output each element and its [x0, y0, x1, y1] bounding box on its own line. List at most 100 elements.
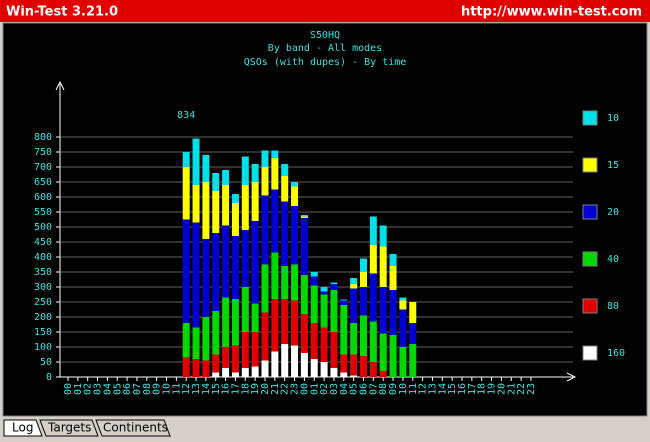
bar-segment — [330, 332, 338, 368]
bar-segment — [192, 222, 200, 328]
x-tick-label: 23 — [526, 383, 537, 395]
x-tick-label: 10 — [398, 383, 409, 395]
bar-segment — [222, 225, 230, 298]
title-bar — [0, 0, 650, 22]
bar-segment — [261, 312, 269, 361]
bar-segment — [202, 239, 210, 317]
bar-segment — [231, 345, 239, 373]
bar-segment — [231, 299, 239, 346]
bar-segment — [222, 170, 230, 185]
bar-segment — [222, 347, 230, 368]
bar-segment — [399, 309, 407, 347]
legend-label: 10 — [607, 113, 619, 124]
bar-segment — [271, 158, 279, 190]
tab[interactable] — [39, 419, 99, 437]
bar-segment — [192, 185, 200, 223]
x-tick-label: 21 — [270, 383, 281, 395]
bar-segment — [192, 327, 200, 359]
bar-segment — [300, 218, 308, 275]
x-tick-label: 01 — [73, 383, 84, 395]
bar-segment — [261, 167, 269, 196]
bar-segment — [330, 368, 338, 377]
x-tick-label: 21 — [506, 383, 517, 395]
bar-segment — [340, 372, 348, 377]
tab-label[interactable]: Continents — [103, 421, 168, 435]
bar-segment — [251, 164, 259, 182]
bar-segment — [389, 290, 397, 335]
legend-label: 15 — [607, 160, 619, 171]
y-tick-label: 800 — [34, 132, 52, 143]
bar-segment — [281, 201, 289, 266]
x-tick-label: 18 — [477, 383, 488, 395]
bar-segment — [281, 164, 289, 176]
bar-segment — [389, 266, 397, 290]
bar-segment — [212, 173, 220, 191]
bar-segment — [241, 230, 249, 287]
y-tick-label: 650 — [34, 177, 52, 188]
x-tick-label: 14 — [437, 383, 448, 395]
bar-segment — [182, 152, 190, 167]
tab-bar: Log Targets Continents — [3, 419, 171, 437]
bar-segment — [340, 300, 348, 305]
bar-segment — [231, 194, 239, 203]
bar-segment — [202, 155, 210, 182]
bar-segment — [350, 278, 358, 284]
x-tick-label: 00 — [299, 383, 310, 395]
bar-segment — [202, 317, 210, 361]
x-tick-label: 08 — [142, 383, 153, 395]
chart-subtitle: QSOs (with dupes) - By time — [244, 57, 407, 68]
bar-segment — [212, 191, 220, 233]
legend-swatch — [582, 204, 598, 220]
bar-segment — [360, 258, 367, 272]
y-tick-label: 400 — [34, 252, 52, 263]
x-tick-label: 11 — [171, 383, 182, 395]
x-tick-label: 09 — [152, 383, 163, 395]
bar-segment — [379, 287, 387, 334]
bar-segment — [281, 299, 289, 344]
bar-segment — [251, 182, 259, 221]
bar-segment — [241, 156, 249, 185]
x-tick-label: 09 — [388, 383, 399, 395]
y-tick-label: 550 — [34, 207, 52, 218]
bar-segment — [261, 360, 269, 377]
bar-segment — [281, 176, 289, 202]
x-tick-label: 02 — [83, 383, 94, 395]
bar-segment — [330, 284, 338, 290]
bar-segment — [192, 138, 200, 185]
bar-segment — [399, 297, 407, 301]
x-tick-label: 05 — [112, 383, 123, 395]
window-title: Win-Test 3.21.0 — [6, 5, 118, 20]
x-tick-label: 17 — [230, 383, 241, 395]
tab[interactable] — [95, 419, 171, 437]
x-tick-label: 04 — [339, 383, 350, 395]
y-tick-label: 300 — [34, 282, 52, 293]
bar-segment — [222, 185, 230, 226]
tab-label[interactable]: Targets — [47, 421, 91, 435]
bar-segment — [330, 282, 338, 284]
x-tick-label: 12 — [418, 383, 429, 395]
x-tick-label: 22 — [280, 383, 291, 395]
x-tick-label: 04 — [102, 383, 113, 395]
bar-segment — [281, 344, 289, 377]
x-tick-label: 02 — [319, 383, 330, 395]
x-tick-label: 18 — [240, 383, 251, 395]
bar-segment — [291, 206, 299, 265]
bar-segment — [192, 359, 200, 377]
x-tick-label: 13 — [427, 383, 438, 395]
bar-segment — [360, 272, 367, 287]
bar-segment — [212, 372, 220, 377]
y-tick-label: 500 — [34, 222, 52, 233]
bar-segment — [291, 300, 299, 346]
tab[interactable] — [3, 419, 43, 437]
bar-segment — [231, 203, 239, 236]
tab-label[interactable]: Log — [12, 421, 33, 435]
bar-segment — [409, 323, 417, 344]
y-axis-arrow — [55, 80, 65, 91]
bar-segment — [182, 323, 190, 358]
bar-segment — [251, 366, 259, 377]
x-tick-label: 17 — [467, 383, 478, 395]
x-axis-arrow — [566, 372, 577, 382]
y-tick-label: 750 — [34, 147, 52, 158]
chart-subtitle: By band - All modes — [268, 43, 382, 54]
